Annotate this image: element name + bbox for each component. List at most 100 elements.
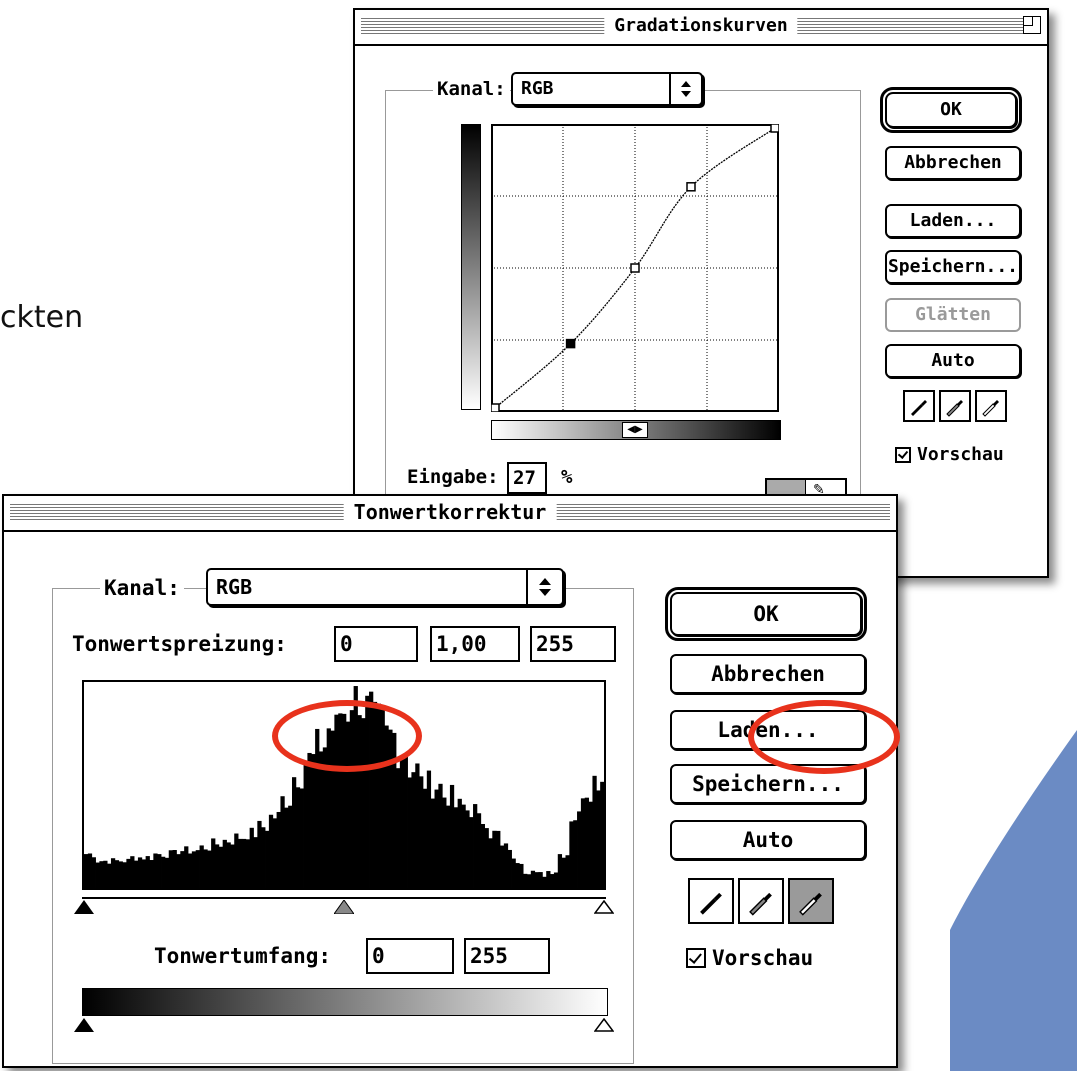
curve-control-point[interactable] [686,182,696,192]
levels-input-black-field[interactable]: 0 [334,626,418,662]
histogram-bar [600,781,605,888]
levels-preview-checkbox[interactable]: Vorschau [686,946,813,970]
histogram-bar [500,845,505,888]
histogram-bar [399,757,405,888]
histogram-bar [280,796,285,888]
histogram-bar [380,706,385,888]
popup-arrows-icon [669,74,701,104]
zoom-box-icon[interactable] [1023,16,1041,34]
curve-control-point[interactable] [770,124,779,133]
white-eyedropper-icon[interactable] [788,878,834,924]
curves-preview-check-icon[interactable] [895,446,911,463]
histogram-bar [469,817,474,888]
levels-channel-label: Kanal: [100,576,184,600]
histogram-bar [492,830,497,888]
histogram-bar [519,863,524,888]
white-eyedropper-icon[interactable] [975,390,1007,422]
levels-output-white-field[interactable]: 255 [464,938,550,974]
input-gamma-slider-icon[interactable] [334,900,354,914]
curves-ok-button[interactable]: OK [880,87,1022,133]
output-black-slider-icon[interactable] [74,1018,94,1032]
histogram-bar [553,872,559,888]
curves-load-button[interactable]: Laden... [885,204,1021,238]
output-white-slider-icon[interactable] [594,1018,614,1032]
histogram-bar [315,728,320,888]
curves-channel-popup[interactable]: RGB [511,72,703,106]
levels-input-slider-track[interactable] [74,894,614,916]
histogram-bar [442,797,447,888]
levels-cancel-button[interactable]: Abbrechen [670,654,866,694]
levels-output-slider-track[interactable] [74,1016,614,1036]
levels-channel-popup[interactable]: RGB [206,568,564,606]
histogram-bar [195,850,200,888]
popup-arrows-icon [526,570,562,604]
curves-auto-button[interactable]: Auto [885,344,1021,378]
highlight-oval-gamma-slider [272,700,422,772]
curves-input-gradient[interactable]: ◀▶ [491,420,781,440]
histogram-bar [288,805,293,888]
gray-eyedropper-icon[interactable] [738,878,784,924]
levels-input-white-field[interactable]: 255 [530,626,616,662]
curves-input-field[interactable]: 27 [507,462,547,494]
histogram-bar [561,857,566,888]
histogram-bar [388,729,393,888]
levels-output-gradient [82,988,608,1016]
levels-titlebar[interactable]: Tonwertkorrektur [4,496,896,532]
histogram-bar [326,728,331,888]
highlight-oval-white-eyedropper [748,700,900,774]
histogram-bar [426,770,432,888]
curves-title: Gradationskurven [604,13,798,39]
levels-auto-button[interactable]: Auto [670,820,866,860]
curves-preview-checkbox[interactable]: Vorschau [895,444,1004,465]
histogram-bar [218,846,224,888]
histogram-bar [207,850,212,888]
curves-cancel-button[interactable]: Abbrechen [885,146,1021,180]
curves-save-button[interactable]: Speichern... [885,250,1021,284]
histogram-bar [496,830,501,888]
curves-input-unit: % [561,466,573,488]
levels-output-black-field[interactable]: 0 [366,938,454,974]
histogram-bar [130,856,135,888]
black-eyedropper-icon[interactable] [903,390,935,422]
histogram-bar [353,686,358,888]
histogram-bar [114,860,120,888]
curves-graph[interactable] [491,124,779,412]
curve-control-point[interactable] [491,403,500,412]
histogram-bar [342,713,347,888]
histogram-bar [184,846,189,888]
histogram-bar [453,807,459,888]
levels-save-button[interactable]: Speichern... [670,764,866,804]
pencil-tool-icon[interactable]: ✎ [813,482,825,498]
gray-eyedropper-icon[interactable] [939,390,971,422]
background-partial-text: ckten [0,300,84,335]
black-eyedropper-icon[interactable] [688,878,734,924]
levels-ok-button[interactable]: OK [665,587,867,641]
histogram-bar [172,850,177,888]
histogram-bar [419,776,424,888]
histogram-bar [322,747,328,888]
curves-titlebar[interactable]: Gradationskurven [355,10,1047,46]
histogram-bar [203,849,208,888]
curves-channel-value: RGB [521,78,554,99]
histogram-bar [503,843,509,888]
histogram-bar [369,691,374,888]
input-white-slider-icon[interactable] [594,900,614,914]
histogram-bar [357,715,362,888]
curves-channel-label: Kanal: [433,78,510,100]
levels-preview-label: Vorschau [712,946,814,970]
curves-dialog: Gradationskurven Kanal: RGB ◀▶ Eingabe: … [353,8,1049,578]
histogram-bar [546,871,551,888]
levels-preview-check-icon[interactable] [686,948,706,968]
histogram-bar [299,788,304,888]
curve-control-point[interactable] [630,263,640,273]
histogram-bar [199,845,204,888]
input-black-slider-icon[interactable] [74,900,94,914]
gradient-toggle-icon[interactable]: ◀▶ [622,422,648,438]
levels-input-gamma-field[interactable]: 1,00 [430,626,520,662]
curves-preview-label: Vorschau [917,444,1004,465]
curves-input-label: Eingabe: [407,466,499,488]
histogram-bar [168,850,173,888]
histogram-bar [103,860,108,888]
curve-control-point[interactable] [565,338,576,349]
histogram-bar [153,853,158,888]
